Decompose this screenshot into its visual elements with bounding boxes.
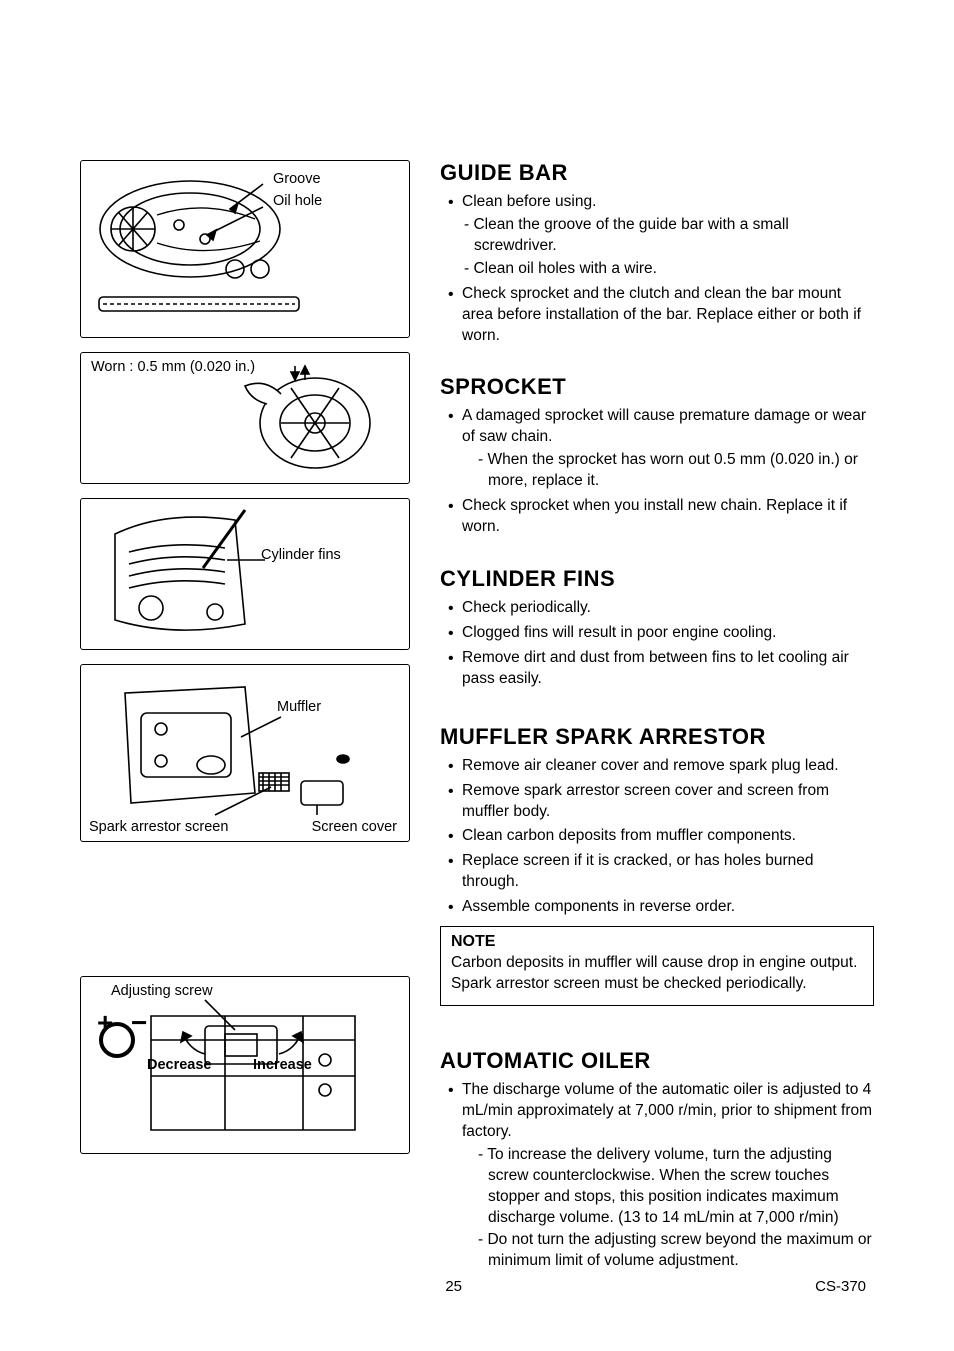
figure-auto-oiler: + − Adjusting screw Decrease Increase — [80, 976, 410, 1154]
section-cylinder-fins: CYLINDER FINS Check periodically. Clogge… — [440, 566, 874, 690]
note-title: NOTE — [451, 933, 863, 951]
item-text: Check sprocket and the clutch and clean … — [462, 285, 861, 344]
section-muffler: MUFFLER SPARK ARRESTOR Remove air cleane… — [440, 724, 874, 1006]
label-worn: Worn : 0.5 mm (0.020 in.) — [91, 359, 255, 375]
sub-item: - When the sprocket has worn out 0.5 mm … — [462, 450, 874, 492]
heading-guide-bar: GUIDE BAR — [440, 160, 874, 186]
note-body: Carbon deposits in muffler will cause dr… — [451, 953, 863, 995]
section-auto-oiler: AUTOMATIC OILER The discharge volume of … — [440, 1048, 874, 1272]
figure-guide-bar: Groove Oil hole — [80, 160, 410, 338]
section-sprocket: SPROCKET A damaged sprocket will cause p… — [440, 374, 874, 538]
figure-sprocket: Worn : 0.5 mm (0.020 in.) — [80, 352, 410, 484]
label-decrease: Decrease — [147, 1057, 212, 1073]
page: Groove Oil hole — [0, 0, 954, 1351]
item-text: Replace screen if it is cracked, or has … — [462, 852, 814, 890]
auto-oiler-illustration: + − — [85, 980, 405, 1150]
label-screen-cover: Screen cover — [312, 819, 397, 835]
list-item: Remove spark arrestor screen cover and s… — [440, 781, 874, 823]
item-text: Assemble components in reverse order. — [462, 898, 735, 915]
model-number: CS-370 — [815, 1278, 866, 1295]
label-spark-arrestor-screen: Spark arrestor screen — [89, 819, 228, 835]
minus-icon: − — [131, 1007, 147, 1038]
list-item: Check sprocket and the clutch and clean … — [440, 284, 874, 347]
sub-item: - Do not turn the adjusting screw beyond… — [462, 1230, 874, 1272]
label-adjusting-screw: Adjusting screw — [111, 983, 213, 999]
sub-item: - Clean oil holes with a wire. — [462, 259, 874, 280]
list-item: Remove dirt and dust from between fins t… — [440, 648, 874, 690]
list-guide-bar: Clean before using. - Clean the groove o… — [440, 192, 874, 346]
plus-icon: + — [97, 1007, 113, 1038]
two-column-layout: Groove Oil hole — [80, 160, 874, 1300]
list-item: Clean before using. - Clean the groove o… — [440, 192, 874, 280]
text-column: GUIDE BAR Clean before using. - Clean th… — [440, 160, 874, 1300]
list-item: Assemble components in reverse order. — [440, 897, 874, 918]
label-oil-hole: Oil hole — [273, 193, 322, 209]
muffler-illustration — [95, 673, 395, 833]
item-text: A damaged sprocket will cause premature … — [462, 407, 866, 445]
list-item: The discharge volume of the automatic oi… — [440, 1080, 874, 1272]
item-text: The discharge volume of the automatic oi… — [462, 1081, 872, 1140]
label-groove: Groove — [273, 171, 321, 187]
item-text: Clogged fins will result in poor engine … — [462, 624, 777, 641]
list-item: Check periodically. — [440, 598, 874, 619]
guide-bar-illustration — [95, 169, 395, 329]
heading-cylinder-fins: CYLINDER FINS — [440, 566, 874, 592]
label-cylinder-fins: Cylinder fins — [261, 547, 341, 563]
item-text: Clean carbon deposits from muffler compo… — [462, 827, 796, 844]
heading-muffler: MUFFLER SPARK ARRESTOR — [440, 724, 874, 750]
section-guide-bar: GUIDE BAR Clean before using. - Clean th… — [440, 160, 874, 346]
note-box: NOTE Carbon deposits in muffler will cau… — [440, 926, 874, 1006]
item-text: Clean before using. — [462, 193, 596, 210]
list-item: Replace screen if it is cracked, or has … — [440, 851, 874, 893]
list-cylinder-fins: Check periodically. Clogged fins will re… — [440, 598, 874, 690]
sub-item: - Clean the groove of the guide bar with… — [462, 215, 874, 257]
item-text: Remove spark arrestor screen cover and s… — [462, 782, 829, 820]
item-text: Check periodically. — [462, 599, 591, 616]
label-muffler: Muffler — [277, 699, 321, 715]
list-item: Check sprocket when you install new chai… — [440, 496, 874, 538]
page-footer: . 25 CS-370 — [0, 1278, 954, 1295]
sprocket-illustration — [95, 358, 395, 478]
heading-sprocket: SPROCKET — [440, 374, 874, 400]
list-item: A damaged sprocket will cause premature … — [440, 406, 874, 492]
list-sprocket: A damaged sprocket will cause premature … — [440, 406, 874, 538]
figures-column: Groove Oil hole — [80, 160, 410, 1300]
spacer — [80, 856, 410, 976]
label-increase: Increase — [253, 1057, 312, 1073]
page-number: 25 — [445, 1278, 462, 1295]
list-auto-oiler: The discharge volume of the automatic oi… — [440, 1080, 874, 1272]
list-muffler: Remove air cleaner cover and remove spar… — [440, 756, 874, 918]
item-text: Remove dirt and dust from between fins t… — [462, 649, 849, 687]
item-text: Check sprocket when you install new chai… — [462, 497, 847, 535]
heading-auto-oiler: AUTOMATIC OILER — [440, 1048, 874, 1074]
list-item: Remove air cleaner cover and remove spar… — [440, 756, 874, 777]
sub-item: - To increase the delivery volume, turn … — [462, 1145, 874, 1229]
figure-cylinder-fins: Cylinder fins — [80, 498, 410, 650]
cylinder-fins-illustration — [95, 504, 395, 644]
plus-minus-dial-icon: + − — [97, 1007, 147, 1056]
list-item: Clogged fins will result in poor engine … — [440, 623, 874, 644]
list-item: Clean carbon deposits from muffler compo… — [440, 826, 874, 847]
item-text: Remove air cleaner cover and remove spar… — [462, 757, 839, 774]
figure-muffler: Muffler Spark arrestor screen Screen cov… — [80, 664, 410, 842]
